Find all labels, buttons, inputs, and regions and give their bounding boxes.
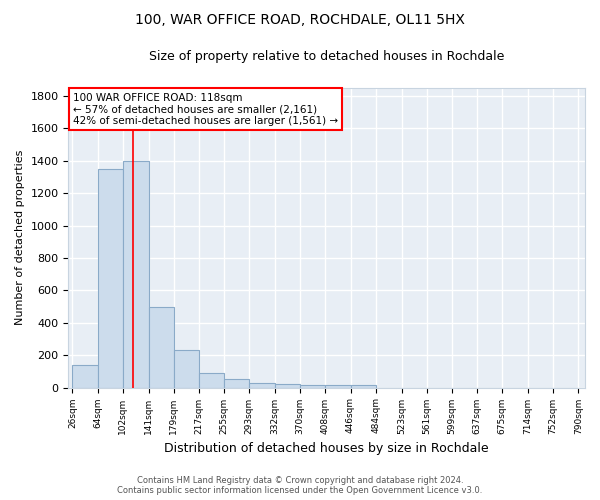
Bar <box>224 378 249 388</box>
Bar <box>300 385 325 388</box>
Bar <box>249 382 275 388</box>
Bar <box>73 365 98 388</box>
Bar <box>275 384 300 388</box>
Bar <box>199 373 224 388</box>
X-axis label: Distribution of detached houses by size in Rochdale: Distribution of detached houses by size … <box>164 442 489 455</box>
Bar <box>174 350 199 388</box>
Text: Contains HM Land Registry data © Crown copyright and database right 2024.
Contai: Contains HM Land Registry data © Crown c… <box>118 476 482 495</box>
Bar <box>98 169 123 388</box>
Bar <box>350 385 376 388</box>
Bar <box>149 306 174 388</box>
Text: 100, WAR OFFICE ROAD, ROCHDALE, OL11 5HX: 100, WAR OFFICE ROAD, ROCHDALE, OL11 5HX <box>135 12 465 26</box>
Text: 100 WAR OFFICE ROAD: 118sqm
← 57% of detached houses are smaller (2,161)
42% of : 100 WAR OFFICE ROAD: 118sqm ← 57% of det… <box>73 92 338 126</box>
Title: Size of property relative to detached houses in Rochdale: Size of property relative to detached ho… <box>149 50 505 63</box>
Bar <box>325 385 350 388</box>
Bar <box>123 160 149 388</box>
Y-axis label: Number of detached properties: Number of detached properties <box>15 150 25 326</box>
